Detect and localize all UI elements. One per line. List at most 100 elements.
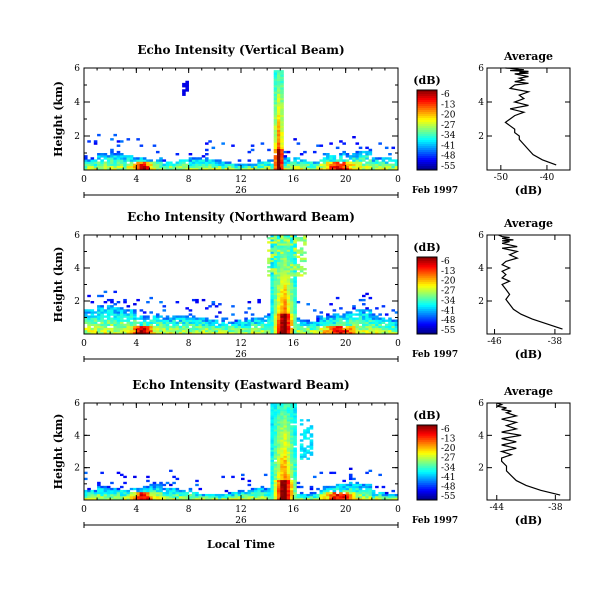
heatmap-cell xyxy=(273,253,278,256)
heatmap-cell xyxy=(247,167,252,171)
heatmap-cell xyxy=(388,321,392,324)
heatmap-cell xyxy=(247,495,252,499)
heatmap-cell xyxy=(155,325,160,329)
heatmap-cell xyxy=(237,493,242,497)
heatmap-cell xyxy=(270,290,275,294)
heatmap-cell xyxy=(335,315,340,318)
heatmap-cell xyxy=(280,327,284,331)
heatmap-cell xyxy=(276,136,281,139)
heatmap-cell xyxy=(283,475,288,479)
heatmap-cell xyxy=(293,495,297,499)
heatmap-cell xyxy=(182,325,186,329)
heatmap-cell xyxy=(322,161,327,164)
heatmap-cell xyxy=(309,497,314,501)
heatmap-cell xyxy=(286,257,291,261)
heatmap-cell xyxy=(178,495,183,499)
heatmap-cell xyxy=(358,155,363,158)
heatmap-cell xyxy=(152,493,157,497)
heatmap-cell xyxy=(388,157,392,160)
heatmap-cell xyxy=(283,237,288,240)
heatmap-cell xyxy=(234,323,239,327)
heatmap-cell xyxy=(175,477,180,481)
heatmap-cell xyxy=(362,497,366,501)
heatmap-cell xyxy=(244,325,248,329)
heatmap-cell xyxy=(100,161,104,164)
heatmap-cell xyxy=(306,329,310,333)
heatmap-cell xyxy=(185,165,189,169)
colorbar-tick-label: -34 xyxy=(441,131,456,141)
colorbar-tick-label: -41 xyxy=(441,473,456,483)
heatmap-cell xyxy=(309,163,314,167)
heatmap-cell xyxy=(286,427,291,430)
heatmap-cell xyxy=(263,331,268,335)
heatmap-cell xyxy=(119,159,124,162)
heatmap-cell xyxy=(286,247,291,250)
heatmap-cell xyxy=(185,331,189,335)
heatmap-cell xyxy=(84,161,88,164)
heatmap-cell xyxy=(100,155,104,158)
heatmap-cell xyxy=(139,495,144,499)
heatmap-cell xyxy=(273,415,278,418)
heatmap-cell xyxy=(165,167,170,171)
heatmap-cell xyxy=(133,327,137,331)
heatmap-cell xyxy=(388,329,392,333)
heatmap-cell xyxy=(110,155,114,158)
heatmap-cell xyxy=(296,255,301,258)
heatmap-cell xyxy=(165,327,170,331)
heatmap-cell xyxy=(368,491,373,495)
heatmap-cell xyxy=(290,463,294,466)
heatmap-cell xyxy=(175,327,180,331)
heatmap-cell xyxy=(182,323,186,327)
heatmap-cell xyxy=(280,255,284,258)
heatmap-cell xyxy=(214,161,219,164)
heatmap-cell xyxy=(348,331,353,335)
heatmap-cell xyxy=(303,319,307,322)
heatmap-cell xyxy=(276,78,281,82)
heatmap-cell xyxy=(270,257,275,261)
heatmap-cell xyxy=(365,487,369,491)
heatmap-cell xyxy=(103,301,108,304)
heatmap-cell xyxy=(368,315,373,318)
colorbar-swatch xyxy=(417,291,437,294)
heatmap-cell xyxy=(247,327,252,331)
heatmap-cell xyxy=(352,163,356,167)
heatmap-cell xyxy=(280,463,284,466)
heatmap-cell xyxy=(139,327,144,331)
heatmap-cell xyxy=(342,153,346,156)
heatmap-cell xyxy=(345,323,350,327)
heatmap-cell xyxy=(286,292,291,296)
heatmap-cell xyxy=(296,161,301,164)
heatmap-cell xyxy=(283,497,288,501)
heatmap-cell xyxy=(280,155,284,158)
heatmap-cell xyxy=(306,303,310,306)
heatmap-cell xyxy=(257,487,261,491)
heatmap-cell xyxy=(260,165,265,169)
heatmap-cell xyxy=(299,491,304,495)
y-tick-label: 4 xyxy=(74,431,80,441)
heatmap-cell xyxy=(283,421,288,424)
heatmap-cell xyxy=(348,323,353,327)
colorbar-swatch xyxy=(417,314,437,318)
heatmap-cell xyxy=(149,323,153,327)
heatmap-cell xyxy=(355,495,360,499)
heatmap-cell xyxy=(368,165,373,169)
heatmap-cell xyxy=(195,331,199,335)
heatmap-cell xyxy=(306,331,310,335)
heatmap-cell xyxy=(136,298,140,302)
heatmap-cell xyxy=(293,437,297,440)
heatmap-cell xyxy=(339,487,343,491)
heatmap-cell xyxy=(293,317,297,320)
heatmap-cell xyxy=(345,497,350,501)
heatmap-cell xyxy=(129,313,134,316)
heatmap-cell xyxy=(175,167,180,171)
heatmap-cell xyxy=(332,329,337,333)
heatmap-cell xyxy=(155,483,160,487)
heatmap-cell xyxy=(139,309,144,312)
heatmap-cell xyxy=(247,165,252,169)
heatmap-cell xyxy=(293,290,297,294)
heatmap-cell xyxy=(290,292,294,296)
heatmap-cell xyxy=(146,321,150,324)
heatmap-cell xyxy=(129,497,134,501)
heatmap-cell xyxy=(293,253,297,256)
heatmap-cell xyxy=(257,495,261,499)
